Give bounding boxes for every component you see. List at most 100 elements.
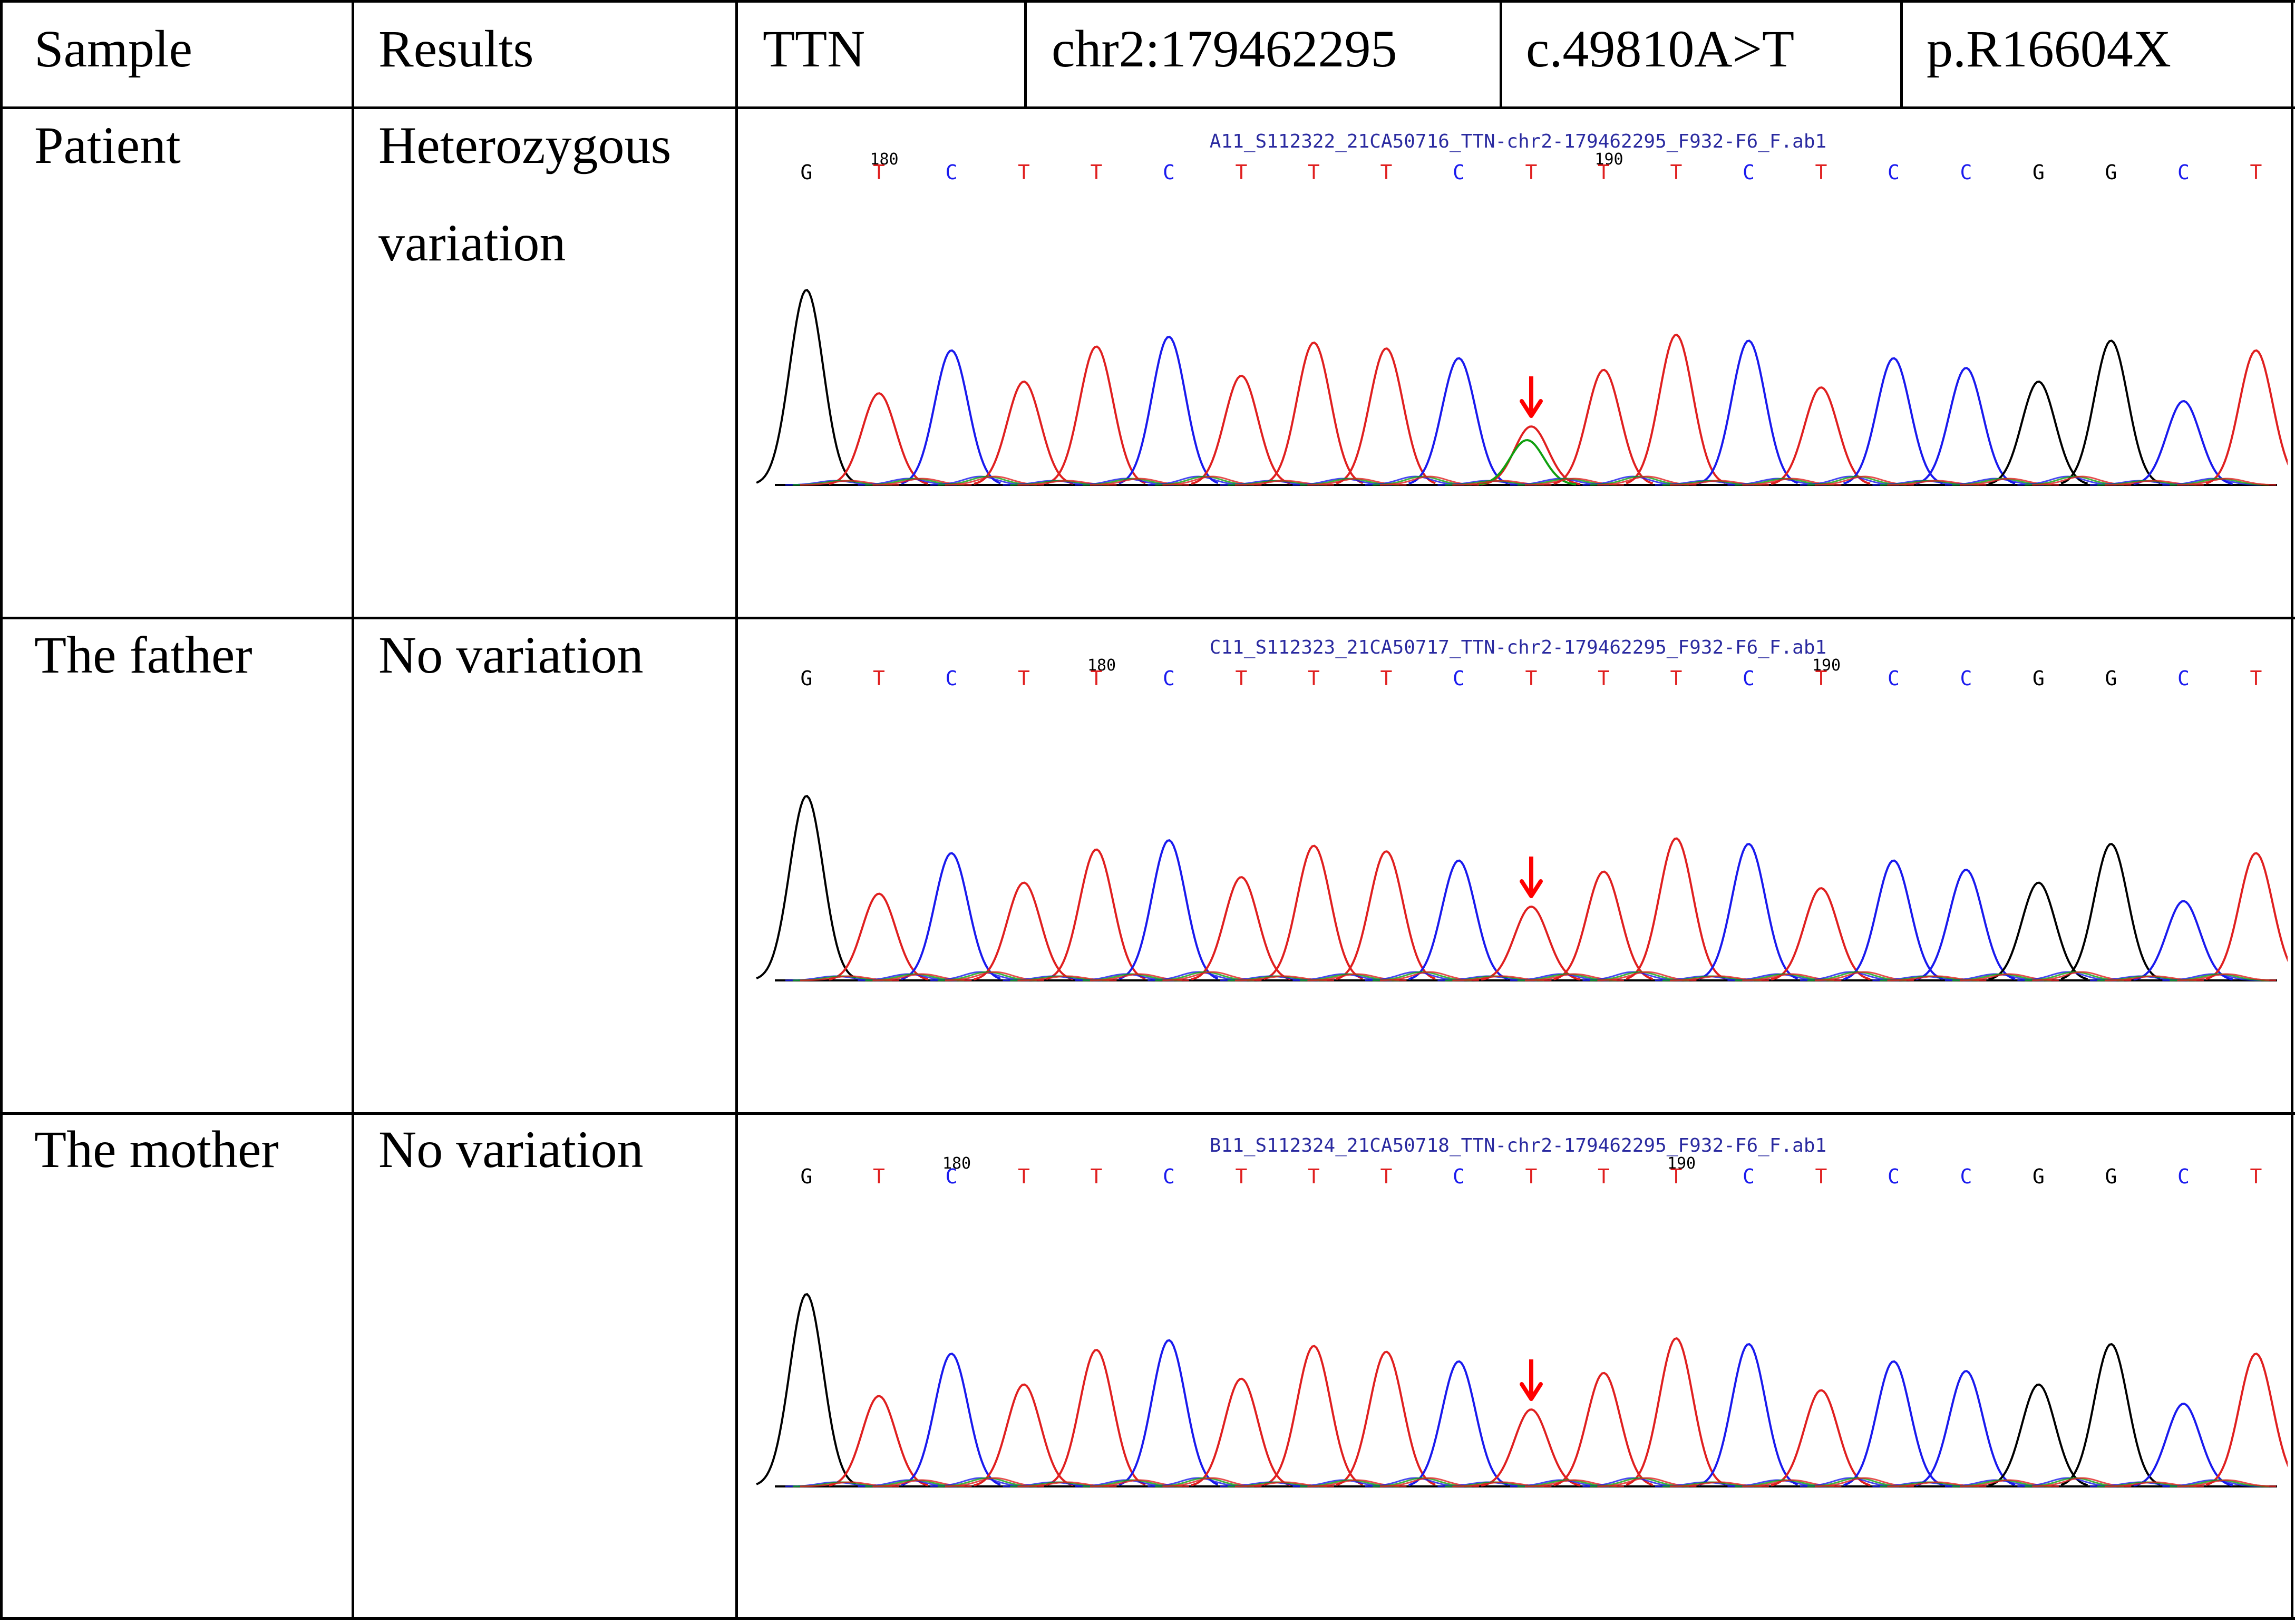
- base-call-label: T: [1598, 667, 1610, 690]
- chromatogram-peak: [1988, 881, 2088, 980]
- chromatogram-peak: [1263, 844, 1364, 980]
- base-call-label: T: [1236, 161, 1248, 184]
- base-call-label: C: [1453, 1165, 1465, 1188]
- variant-arrow-icon: [1520, 1359, 1543, 1401]
- base-call-label: C: [1888, 1165, 1900, 1188]
- base-call-label: T: [1091, 161, 1103, 184]
- base-call-label: C: [1888, 161, 1900, 184]
- base-call-label: T: [1236, 667, 1248, 690]
- base-call-label: C: [1960, 667, 1972, 690]
- chromatogram-peak: [829, 392, 929, 485]
- base-call-label: C: [1453, 667, 1465, 690]
- base-call-label: G: [801, 1165, 813, 1188]
- header-sample: Sample: [34, 20, 192, 78]
- chromatogram-peak: [1118, 335, 1219, 484]
- trace-file-name: B11_S112324_21CA50718_TTN-chr2-179462295…: [1210, 1135, 1826, 1156]
- rule-col2: [735, 0, 738, 1620]
- base-call-label: T: [1091, 667, 1103, 690]
- chromatogram-peak: [1263, 341, 1364, 484]
- chromatogram-peak: [1698, 1343, 1798, 1486]
- base-call-label: T: [1525, 1165, 1538, 1188]
- chromatogram-peak: [2205, 852, 2288, 980]
- rule-bottom: [0, 1617, 2295, 1620]
- rule-col5: [1900, 0, 1903, 109]
- trace-file-name: C11_S112323_21CA50717_TTN-chr2-179462295…: [1210, 637, 1826, 658]
- position-tick-label: 190: [1812, 656, 1841, 675]
- chromatogram-peak: [1408, 1360, 1509, 1486]
- base-call-label: C: [2177, 1165, 2190, 1188]
- rule-top: [0, 0, 2295, 3]
- chromatogram-peak: [1698, 843, 1798, 980]
- base-call-label: G: [2105, 667, 2117, 690]
- chromatogram-peak: [901, 1353, 1001, 1486]
- base-call-label: T: [1670, 161, 1683, 184]
- base-call-label: T: [1308, 161, 1320, 184]
- chromatogram-peak: [1046, 345, 1146, 485]
- header-position: chr2:179462295: [1052, 20, 1397, 78]
- base-call-label: G: [2033, 667, 2045, 690]
- rule-col3: [1024, 0, 1027, 109]
- base-call-label: C: [1743, 161, 1755, 184]
- base-call-label: T: [1380, 667, 1393, 690]
- chromatogram-peak: [1118, 839, 1219, 980]
- rule-right: [2291, 0, 2293, 1620]
- chromatogram-father: C11_S112323_21CA50717_TTN-chr2-179462295…: [748, 627, 2288, 1107]
- chromatogram-peak: [1191, 374, 1291, 485]
- row-patient-sample: Patient: [34, 116, 181, 174]
- base-call-label: C: [1888, 667, 1900, 690]
- chromatogram-peak: [1553, 1372, 1654, 1486]
- base-call-label: C: [1743, 667, 1755, 690]
- base-call-label: T: [1018, 161, 1030, 184]
- base-call-label: T: [2250, 1165, 2262, 1188]
- chromatogram-peak: [1626, 1337, 1726, 1486]
- chromatogram-peak: [2133, 900, 2233, 981]
- position-tick-label: 180: [870, 150, 898, 169]
- base-call-label: C: [1163, 1165, 1175, 1188]
- base-call-label: T: [1598, 161, 1610, 184]
- chromatogram-peak: [974, 380, 1074, 485]
- base-call-label: C: [1453, 161, 1465, 184]
- base-call-label: G: [801, 161, 813, 184]
- position-tick-label: 180: [942, 1154, 971, 1173]
- header-cdna: c.49810A>T: [1526, 20, 1795, 78]
- row-patient-result-line2: variation: [378, 213, 566, 272]
- chromatogram-patient: A11_S112322_21CA50716_TTN-chr2-179462295…: [748, 121, 2288, 611]
- chromatogram-peak: [974, 881, 1074, 980]
- base-call-label: G: [2105, 161, 2117, 184]
- row-patient-result-line1: Heterozygous: [378, 116, 672, 174]
- chromatogram-peak: [829, 1395, 929, 1487]
- position-tick-label: 190: [1594, 150, 1623, 169]
- chromatogram-peak: [2060, 843, 2161, 980]
- base-call-label: T: [1598, 1165, 1610, 1188]
- chromatogram-peak: [756, 794, 856, 979]
- chromatogram-peak: [756, 288, 857, 484]
- base-call-label: C: [1163, 667, 1175, 690]
- base-call-label: T: [1815, 161, 1827, 184]
- base-call-label: T: [1308, 667, 1320, 690]
- row-father-sample: The father: [34, 626, 252, 684]
- header-protein: p.R16604X: [1927, 20, 2171, 78]
- rule-col4: [1500, 0, 1502, 109]
- chromatogram-peak: [1481, 425, 1581, 485]
- base-call-label: T: [2250, 667, 2262, 690]
- chromatogram-peak: [1843, 859, 1943, 980]
- base-call-label: T: [1525, 667, 1538, 690]
- row-father-result: No variation: [378, 626, 644, 684]
- chromatogram-peak: [1626, 837, 1726, 980]
- header-results: Results: [378, 20, 534, 78]
- base-call-label: T: [873, 1165, 885, 1188]
- base-call-label: C: [946, 1165, 958, 1188]
- position-tick-label: 180: [1087, 656, 1116, 675]
- base-call-label: T: [1380, 1165, 1393, 1188]
- chromatogram-peak: [1408, 859, 1509, 980]
- chromatogram-peak: [1408, 357, 1509, 485]
- chromatogram-peak: [1336, 850, 1436, 980]
- base-call-label: T: [1815, 667, 1827, 690]
- rule-left: [0, 0, 3, 1620]
- base-call-label: T: [1525, 161, 1538, 184]
- base-call-label: T: [873, 667, 885, 690]
- position-tick-label: 190: [1667, 1154, 1696, 1173]
- chromatogram-peak: [1843, 357, 1943, 485]
- rule-row2-bottom: [0, 1112, 2295, 1115]
